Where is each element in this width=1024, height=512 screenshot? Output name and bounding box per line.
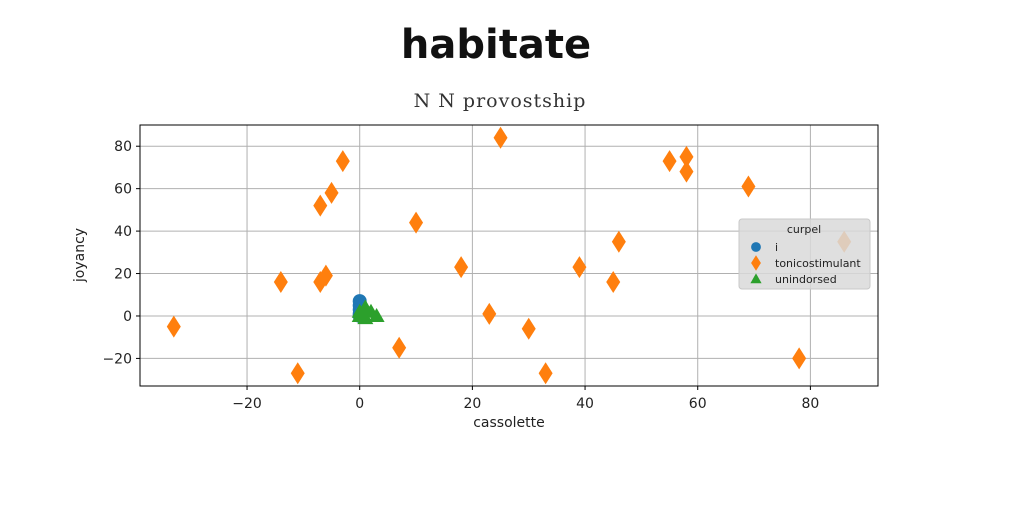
y-tick-label: −20: [102, 351, 132, 367]
y-tick-label: 40: [114, 224, 132, 240]
y-axis-label: joyancy: [72, 228, 88, 283]
data-point-tonicostimulant: [606, 271, 621, 294]
x-tick-label: 20: [463, 396, 481, 412]
data-point-tonicostimulant: [273, 271, 288, 294]
data-point-tonicostimulant: [538, 362, 553, 385]
data-point-tonicostimulant: [611, 230, 626, 253]
legend-title: curpel: [787, 223, 821, 236]
data-point-tonicostimulant: [335, 150, 350, 173]
y-tick-label: 60: [114, 182, 132, 198]
x-tick-label: −20: [232, 396, 262, 412]
data-point-tonicostimulant: [313, 194, 328, 217]
y-tick-label: 0: [123, 309, 132, 325]
data-point-unindorsed: [368, 307, 385, 322]
data-point-tonicostimulant: [290, 362, 305, 385]
x-axis-label: cassolette: [473, 415, 545, 431]
legend-label: unindorsed: [775, 273, 837, 286]
plot-frame: [139, 124, 879, 387]
legend-marker-tonicostimulant: [751, 255, 761, 271]
data-point-tonicostimulant: [679, 145, 694, 168]
data-point-tonicostimulant: [792, 347, 807, 370]
y-tick-label: 20: [114, 267, 132, 283]
data-point-tonicostimulant: [679, 160, 694, 183]
legend-label: i: [775, 241, 778, 254]
data-point-tonicostimulant: [493, 126, 508, 149]
legend-marker-unindorsed: [750, 273, 762, 284]
x-tick-label: 40: [576, 396, 594, 412]
y-tick-label: 80: [114, 139, 132, 155]
data-point-tonicostimulant: [741, 175, 756, 198]
axis-ticks: −20 0 20 40 60 80 −20 0 20 40 60 80: [102, 139, 819, 412]
data-point-tonicostimulant: [409, 211, 424, 234]
x-tick-label: 60: [689, 396, 707, 412]
data-point-tonicostimulant: [454, 256, 469, 279]
legend-marker-i: [751, 242, 761, 252]
data-point-tonicostimulant: [572, 256, 587, 279]
data-point-tonicostimulant: [482, 302, 497, 325]
data-point-tonicostimulant: [662, 150, 677, 173]
data-point-tonicostimulant: [318, 264, 333, 287]
data-point-tonicostimulant: [166, 315, 181, 338]
data-point-tonicostimulant: [521, 317, 536, 340]
legend-label: tonicostimulant: [775, 257, 861, 270]
x-tick-label: 0: [355, 396, 364, 412]
data-point-unindorsed: [351, 303, 368, 318]
data-point-tonicostimulant: [324, 181, 339, 204]
data-points: [166, 126, 852, 385]
legend-box: [738, 218, 871, 290]
chart-subtitle: N N provostship: [413, 90, 587, 112]
x-tick-label: 80: [801, 396, 819, 412]
chart-title: habitate: [400, 22, 592, 68]
data-point-tonicostimulant: [392, 336, 407, 359]
